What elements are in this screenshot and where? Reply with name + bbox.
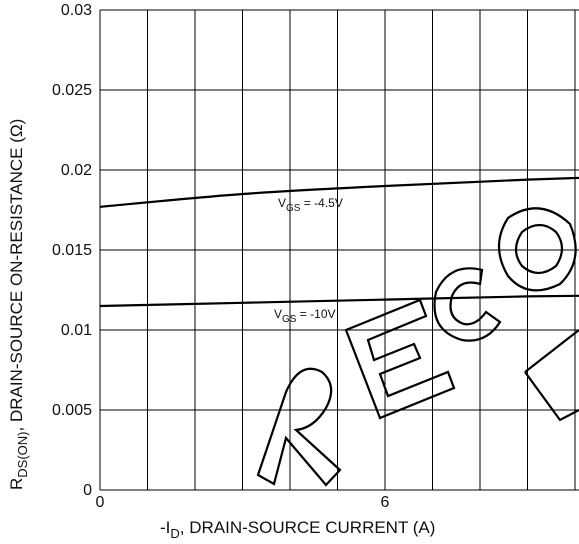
x-axis-label-main: -I [160,518,170,537]
x-axis-label-rest: , DRAIN-SOURCE CURRENT (A) [180,518,436,537]
watermark-letter-e [344,298,456,420]
series-label-value: = -10V [296,307,335,321]
y-tick-label: 0.005 [52,402,92,419]
series-line-1 [99,294,579,308]
watermark-letter-r [256,367,342,487]
series-line-0 [99,176,579,208]
y-tick-label: 0.01 [61,322,92,339]
y-axis-label-rest: , DRAIN-SOURCE ON-RESISTANCE (Ω) [7,119,26,432]
y-axis-label-main: R [7,478,26,490]
watermark-letter-o [498,207,577,292]
y-axis-label: RDS(ON), DRAIN-SOURCE ON-RESISTANCE (Ω) [7,119,30,490]
watermark [256,207,579,487]
x-axis-label-subscript: D [170,526,179,541]
watermark-letter-c [433,267,502,342]
series-label-main: V [274,307,282,321]
y-tick-label: 0.025 [52,82,92,99]
series-label-0: VGS = -4.5V [278,196,343,214]
series [99,176,579,308]
grid [99,9,579,491]
y-tick-label: 0.02 [61,162,92,179]
y-tick-label: 0.03 [61,2,92,19]
series-label-value: = -4.5V [300,196,342,210]
series-label-subscript: GS [286,203,301,214]
x-tick-label: 6 [381,494,390,511]
series-label-1: VGS = -10V [274,307,336,325]
series-label-subscript: GS [282,314,297,325]
watermark-letter-m [524,329,579,422]
series-label-main: V [278,196,286,210]
x-tick-label: 0 [96,494,105,511]
y-tick-label: 0 [83,482,92,499]
y-tick-label: 0.015 [52,242,92,259]
y-axis-label-subscript: DS(ON) [15,432,30,478]
x-axis-label: -ID, DRAIN-SOURCE CURRENT (A) [160,518,435,541]
